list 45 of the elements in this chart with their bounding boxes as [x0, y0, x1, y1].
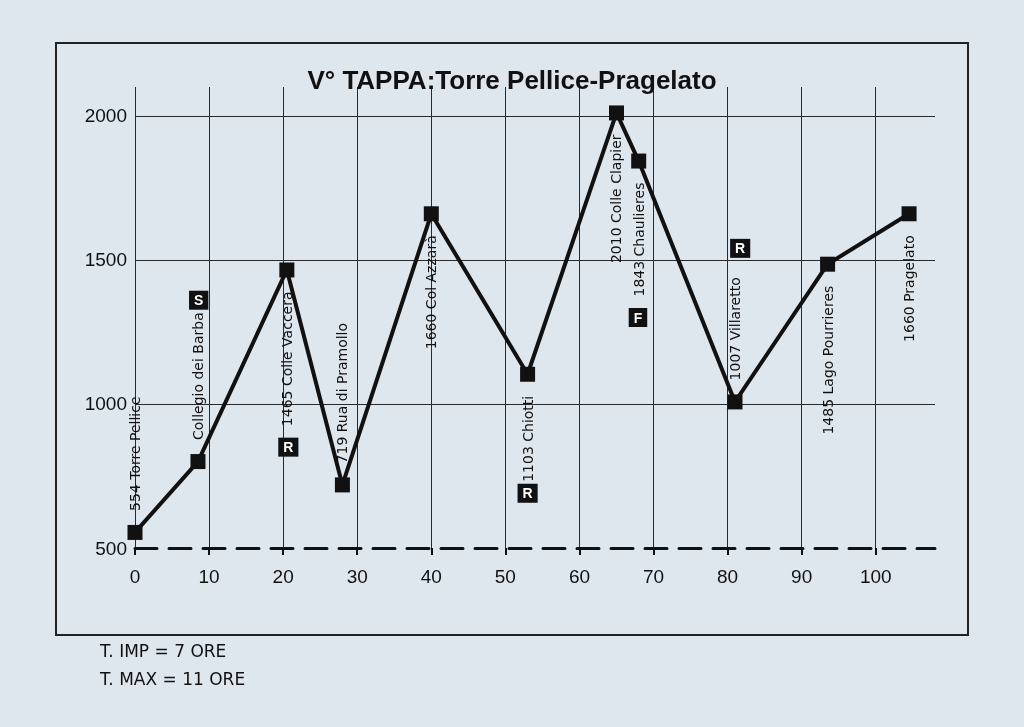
point [820, 256, 836, 272]
text: T. IMP = 7 ORE [99, 640, 227, 661]
annotation: F [633, 309, 643, 326]
point [279, 262, 295, 278]
annotation: R [283, 439, 294, 456]
y-tick-label: 2000 [84, 105, 127, 127]
point [423, 206, 439, 222]
data-label: 1660 Pragelato [901, 235, 918, 342]
point [901, 206, 917, 222]
x-tick-label: 40 [420, 566, 442, 587]
point [190, 454, 206, 470]
data-label: 554 Torre Pellice [127, 396, 143, 511]
x-tick-label: 100 [859, 566, 892, 587]
x-tick-label: 20 [272, 566, 294, 587]
point [608, 105, 624, 121]
annotation: R [522, 485, 533, 502]
x-tick-label: 90 [791, 566, 813, 587]
x-tick-label: 10 [198, 566, 220, 587]
y-tick-label: 1000 [84, 393, 127, 415]
point [334, 477, 350, 493]
x-tick-label: 70 [642, 566, 665, 587]
x-tick-label: 60 [568, 566, 591, 587]
x-tick-label: 0 [129, 566, 141, 587]
annotation: S [194, 292, 204, 309]
x-tick-label: 50 [494, 566, 516, 587]
x-tick-label: 80 [717, 566, 739, 587]
data-label: 1465 Colle Vaccera [278, 291, 295, 427]
data-label: 1843 Chaulieres [630, 182, 647, 297]
data-label: 1485 Lago Pourrieres [819, 285, 836, 435]
chart-title: V° TAPPA:Torre Pellice-Pragelato [307, 65, 717, 95]
data-label: 2010 Colle Clapier [608, 134, 625, 264]
data-label: 1660 Col Azzarà [423, 235, 440, 350]
annotation: R [735, 240, 746, 257]
point [520, 366, 536, 382]
data-label: Collegio dei Barba [189, 312, 206, 441]
y-tick-label: 1500 [84, 249, 127, 271]
x-tick-label: 30 [346, 566, 368, 587]
point [631, 153, 647, 169]
data-label: 1103 Chiotti [519, 395, 536, 482]
text: T. MAX = 11 ORE [99, 668, 246, 689]
y-tick-label: 500 [95, 537, 127, 559]
point [127, 524, 143, 540]
data-label: 719 Rua di Pramollo [334, 322, 351, 464]
point [727, 394, 743, 410]
data-label: 1007 Villaretto [727, 277, 743, 381]
